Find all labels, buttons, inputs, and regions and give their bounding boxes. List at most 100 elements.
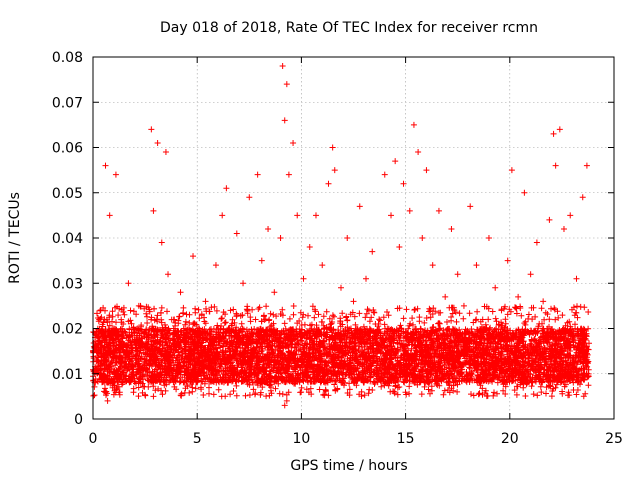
y-axis: 0 0.01 0.02 0.03 0.04 0.05 0.06 0.07 0.08 [52, 50, 614, 428]
x-tick-label: 5 [193, 431, 202, 447]
y-tick-label: 0.05 [52, 186, 83, 202]
data-point [150, 207, 157, 214]
data-point [142, 343, 149, 350]
data-point [329, 144, 336, 151]
data-point [285, 171, 292, 178]
x-tick-label: 20 [501, 431, 519, 447]
data-point [104, 397, 111, 404]
data-point [533, 239, 540, 246]
y-tick-label: 0.04 [52, 231, 83, 247]
data-point [546, 216, 553, 223]
data-point [125, 280, 132, 287]
data-point [281, 402, 288, 409]
data-point [567, 212, 574, 219]
data-point [579, 194, 586, 201]
data-point [460, 302, 467, 309]
data-point [283, 81, 290, 88]
y-axis-label: ROTI / TECUs [7, 192, 23, 284]
y-tick-label: 0.06 [52, 141, 83, 157]
data-point [400, 180, 407, 187]
data-point [110, 325, 117, 332]
data-point [479, 316, 486, 323]
data-point [183, 339, 190, 346]
data-point [96, 316, 103, 323]
data-point [246, 194, 253, 201]
data-point [498, 307, 505, 314]
data-point [388, 212, 395, 219]
data-point [252, 316, 259, 323]
data-point [300, 275, 307, 282]
data-point [254, 171, 261, 178]
data-point [283, 397, 290, 404]
data-point [515, 293, 522, 300]
data-point [119, 343, 126, 350]
data-point [504, 257, 511, 264]
data-point [419, 235, 426, 241]
data-point [350, 298, 357, 305]
data-point [279, 63, 286, 70]
data-point [290, 139, 297, 146]
data-point [392, 158, 399, 165]
data-point [550, 130, 557, 137]
data-point [527, 271, 534, 278]
y-tick-label: 0 [74, 412, 83, 428]
data-point [325, 180, 332, 187]
data-point [508, 167, 515, 174]
data-point [473, 262, 480, 269]
data-point [131, 330, 138, 337]
data-point [375, 320, 382, 327]
data-point [540, 298, 547, 305]
data-point [154, 139, 161, 146]
data-point [135, 302, 142, 309]
data-point [240, 280, 247, 287]
data-point [356, 203, 363, 210]
data-point [219, 212, 226, 219]
data-point [312, 212, 319, 219]
data-point [165, 271, 172, 278]
x-axis: 0 5 10 15 20 25 [89, 57, 623, 447]
data-point [448, 225, 455, 232]
y-tick-label: 0.08 [52, 50, 83, 66]
data-point [277, 235, 284, 241]
data-point [363, 275, 370, 282]
data-point [573, 275, 580, 282]
data-point [177, 289, 184, 296]
data-point [190, 253, 197, 260]
data-point [492, 284, 499, 291]
x-tick-label: 0 [89, 431, 98, 447]
data-point [148, 126, 155, 133]
y-tick-label: 0.02 [52, 322, 83, 338]
data-point [467, 203, 474, 210]
data-point [552, 162, 559, 169]
data-point [106, 212, 113, 219]
data-point [258, 257, 265, 264]
data-point [150, 393, 157, 400]
data-point [344, 235, 351, 241]
data-points [90, 63, 592, 409]
data-point [206, 330, 213, 337]
data-point [337, 284, 344, 291]
data-point [306, 244, 313, 251]
data-point [381, 171, 388, 178]
data-point [560, 225, 567, 232]
x-tick-label: 10 [292, 431, 310, 447]
data-point [521, 189, 528, 196]
data-point [435, 207, 442, 214]
data-point [410, 121, 417, 128]
data-point [423, 167, 430, 174]
data-point [331, 167, 338, 174]
x-tick-label: 25 [605, 431, 623, 447]
data-point [162, 149, 169, 156]
data-point [265, 225, 272, 232]
data-point [196, 325, 203, 332]
data-point [227, 307, 234, 314]
dense-band-points [90, 302, 592, 400]
data-point [319, 262, 326, 269]
y-tick-label: 0.01 [52, 367, 83, 383]
data-point [396, 244, 403, 251]
data-point [202, 298, 209, 305]
data-point [112, 171, 119, 178]
data-point [442, 293, 449, 300]
data-point [429, 262, 436, 269]
data-point [100, 352, 107, 359]
